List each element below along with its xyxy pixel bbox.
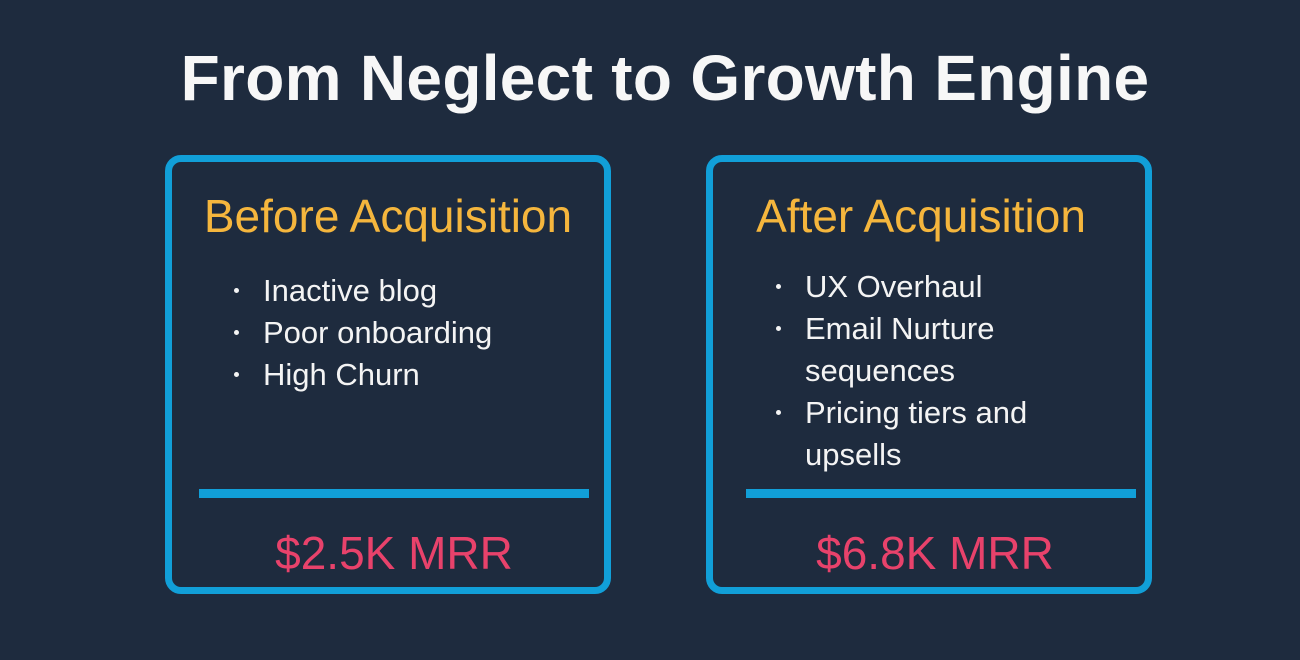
bullet-list: Inactive blog Poor onboarding High Churn bbox=[230, 270, 590, 396]
list-item: High Churn bbox=[230, 354, 590, 396]
list-item: UX Overhaul bbox=[772, 266, 1132, 308]
list-item: Poor onboarding bbox=[230, 312, 590, 354]
list-item: Inactive blog bbox=[230, 270, 590, 312]
page-title: From Neglect to Growth Engine bbox=[180, 42, 1150, 114]
list-item: Email Nurture sequences bbox=[772, 308, 1132, 392]
divider bbox=[199, 489, 589, 498]
mrr-metric: $6.8K MRR bbox=[816, 527, 1054, 579]
bullet-list: UX Overhaul Email Nurture sequences Pric… bbox=[772, 266, 1132, 476]
card-heading: Before Acquisition bbox=[203, 190, 573, 242]
list-item: Pricing tiers and upsells bbox=[772, 392, 1132, 476]
mrr-metric: $2.5K MRR bbox=[275, 527, 513, 579]
after-acquisition-card: After Acquisition UX Overhaul Email Nurt… bbox=[706, 155, 1152, 594]
divider bbox=[746, 489, 1136, 498]
before-acquisition-card: Before Acquisition Inactive blog Poor on… bbox=[165, 155, 611, 594]
card-heading: After Acquisition bbox=[756, 190, 1086, 242]
